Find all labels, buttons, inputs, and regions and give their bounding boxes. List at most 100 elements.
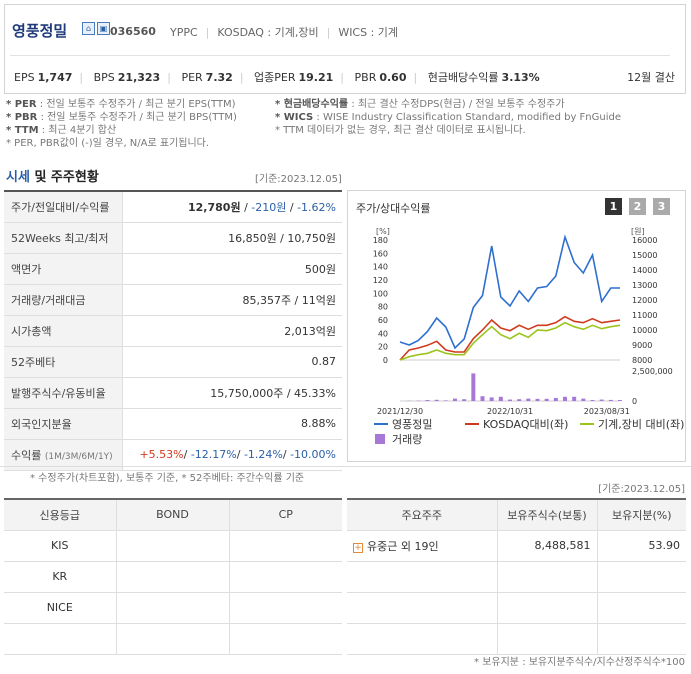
volume-tick-label: 0 — [632, 397, 637, 406]
notes-right: * 현금배당수익률 : 최근 결산 수정DPS(현금) / 전일 보통주 수정주… — [275, 98, 621, 137]
right-unit: [원] — [631, 227, 645, 236]
chart-page-3[interactable]: 3 — [653, 198, 670, 215]
volume-bar — [471, 373, 476, 401]
volume-bar — [517, 399, 522, 401]
holders-note: * 보유지분 : 보유지분주식수/지수산정주식수*100 — [474, 657, 685, 668]
table-row: KR — [4, 561, 342, 593]
row-key: 거래량/거래대금 — [4, 284, 123, 316]
company-name[interactable]: 영풍정밀 — [12, 22, 68, 40]
return-values: +5.53%/ -12.17%/ -1.24%/ -10.00% — [122, 439, 342, 471]
left-unit: [%] — [376, 227, 390, 236]
legend-label: KOSDAQ대비(좌) — [483, 418, 568, 431]
volume-bar — [526, 398, 531, 401]
home-icon[interactable]: ⌂ — [82, 22, 95, 35]
volume-bar — [443, 400, 448, 401]
row-value: 8.88% — [122, 408, 342, 440]
per-value: 7.32 — [205, 71, 233, 84]
right-tick-label: 13000 — [632, 281, 657, 290]
agency — [4, 623, 116, 655]
row-value: 85,357주 / 11억원 — [122, 284, 342, 316]
col-header: 주요주주 — [347, 498, 497, 531]
holder-name-cell[interactable]: + 유중근 외 19인 — [347, 530, 497, 562]
table-row — [347, 623, 686, 655]
left-tick-label: 20 — [378, 343, 388, 352]
left-tick-label: 100 — [373, 289, 388, 298]
header-divider — [10, 55, 670, 56]
notes-left: * PER : 전일 보통주 수정주가 / 최근 분기 EPS(TTM) * P… — [6, 98, 237, 150]
dividend-value: 3.13% — [501, 71, 540, 84]
row-key: 52Weeks 최고/최저 — [4, 222, 123, 254]
volume-bar — [572, 396, 577, 401]
col-header: BOND — [115, 498, 229, 531]
series-line-3 — [399, 321, 621, 361]
table-header-row: 신용등급 BOND CP — [4, 498, 342, 531]
volume-bar — [618, 400, 622, 401]
row-key: 액면가 — [4, 253, 123, 285]
left-tick-label: 180 — [373, 236, 388, 245]
holders-date: [기준:2023.12.05] — [598, 484, 685, 495]
price-note: * 수정주가(차트포함), 보통주 기준, * 52주베타: 주간수익률 기준 — [30, 473, 305, 484]
right-tick-label: 12000 — [632, 296, 657, 305]
major-shareholders-table: 주요주주 보유주식수(보통) 보유지분(%) + 유중근 외 19인 8,488,… — [347, 498, 686, 655]
volume-bar — [508, 399, 512, 401]
section-title: 시세 및 주주현황 — [6, 170, 99, 185]
left-tick-label: 140 — [373, 263, 388, 272]
volume-bar — [553, 398, 558, 401]
table-row: 주가/전일대비/수익률 12,780원 / -210원 / -1.62% — [4, 191, 342, 223]
legend-swatch — [375, 434, 385, 444]
price-value: 12,780원 / -210원 / -1.62% — [122, 191, 342, 223]
legend-label: 영풍정밀 — [392, 418, 432, 431]
table-header-row: 주요주주 보유주식수(보통) 보유지분(%) — [347, 498, 686, 531]
right-tick-label: 10000 — [632, 326, 657, 335]
wics-class: WICS : 기계 — [338, 26, 399, 39]
row-key: 외국인지분율 — [4, 408, 123, 440]
chart-page-1[interactable]: 1 — [605, 198, 622, 215]
volume-tick-label: 2,500,000 — [632, 367, 673, 376]
chart-title: 주가/상대수익률 — [356, 202, 431, 215]
holder-pct: 53.90 — [596, 530, 686, 562]
volume-bar — [480, 396, 485, 401]
company-meta: YPPC | KOSDAQ : 기계,장비 | WICS : 기계 — [170, 26, 399, 39]
x-tick-label: 2022/10/31 — [487, 407, 533, 416]
key-stats: EPS 1,747 | BPS 21,323 | PER 7.32 | 업종PER 19.21… — [14, 71, 540, 84]
row-value: 16,850원 / 10,750원 — [122, 222, 342, 254]
left-tick-label: 0 — [383, 356, 388, 365]
left-tick-label: 120 — [373, 276, 388, 285]
table-row: 52Weeks 최고/최저 16,850원 / 10,750원 — [4, 222, 342, 254]
eps-label: EPS — [14, 71, 35, 84]
series-line-2 — [399, 315, 621, 361]
volume-bar — [498, 396, 503, 401]
note-negative: * PER, PBR값이 (-)일 경우, N/A로 표기됩니다. — [6, 138, 210, 149]
building-icon[interactable]: ▣ — [97, 22, 110, 35]
right-tick-label: 14000 — [632, 266, 657, 275]
note-per-key: * PER — [6, 99, 37, 110]
expand-plus-icon[interactable]: + — [353, 542, 363, 553]
settlement-month: 12월 결산 — [627, 71, 675, 84]
table-row: 발행주식수/유동비율 15,750,000주 / 45.33% — [4, 377, 342, 409]
volume-bar — [581, 398, 586, 401]
volume-bar — [434, 399, 439, 401]
table-row — [347, 592, 686, 624]
table-row: NICE — [4, 592, 342, 624]
agency: KIS — [4, 530, 116, 562]
right-tick-label: 15000 — [632, 251, 657, 260]
volume-bar — [599, 399, 604, 401]
right-tick-label: 11000 — [632, 311, 657, 320]
row-value: 0.87 — [122, 346, 342, 378]
left-tick-label: 160 — [373, 249, 388, 258]
volume-bar — [563, 396, 567, 401]
note-ttm-key: * TTM — [6, 125, 39, 136]
chart-page-2[interactable]: 2 — [629, 198, 646, 215]
price-key: 주가/전일대비/수익률 — [4, 191, 123, 223]
col-header: 보유주식수(보통) — [496, 498, 597, 531]
volume-bar — [425, 400, 430, 401]
right-tick-label: 16000 — [632, 236, 657, 245]
market-class: KOSDAQ : 기계,장비 — [217, 26, 319, 39]
volume-bar — [489, 397, 494, 401]
note-pbr-key: * PBR — [6, 112, 38, 123]
right-tick-label: 8000 — [632, 356, 652, 365]
per-label: PER — [181, 71, 203, 84]
note-wics-key: * WICS — [275, 112, 314, 123]
agency: KR — [4, 561, 116, 593]
return-key: 수익률 (1M/3M/6M/1Y) — [4, 439, 123, 471]
